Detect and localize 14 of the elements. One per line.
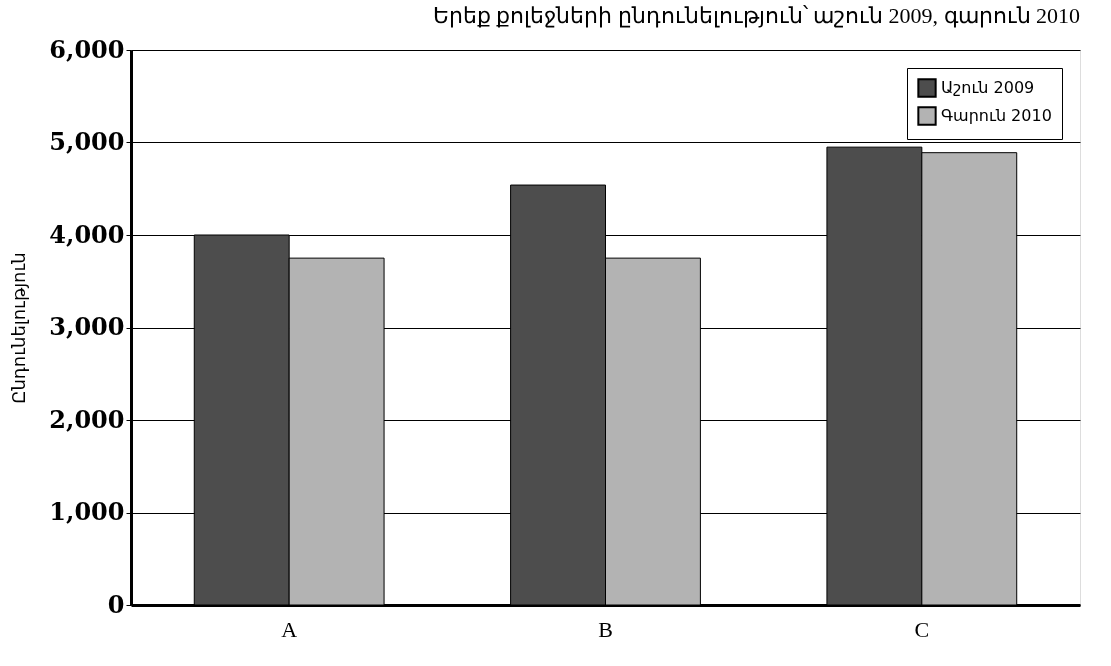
x-tick-label: A xyxy=(281,616,298,642)
x-tick-label: C xyxy=(914,616,930,642)
y-tick-label: 2,000 xyxy=(49,404,125,434)
y-tick-label: 0 xyxy=(107,589,125,619)
y-tick-label: 6,000 xyxy=(49,34,125,64)
y-axis-title: Ընդունելություն xyxy=(8,252,30,404)
y-tick-label: 5,000 xyxy=(49,127,125,156)
chart-title: Երեք քոլեջների ընդունելություն՝ աշուն 2009, գարուն 2010 xyxy=(432,3,1080,28)
x-tick-label: B xyxy=(598,616,613,642)
y-tick-label: 1,000 xyxy=(49,497,125,526)
legend-label: Աշուն 2009 xyxy=(941,78,1035,97)
y-tick-label: 4,000 xyxy=(49,219,125,249)
legend-label: Գարուն 2010 xyxy=(941,106,1052,125)
y-tick-label: 3,000 xyxy=(49,312,125,341)
